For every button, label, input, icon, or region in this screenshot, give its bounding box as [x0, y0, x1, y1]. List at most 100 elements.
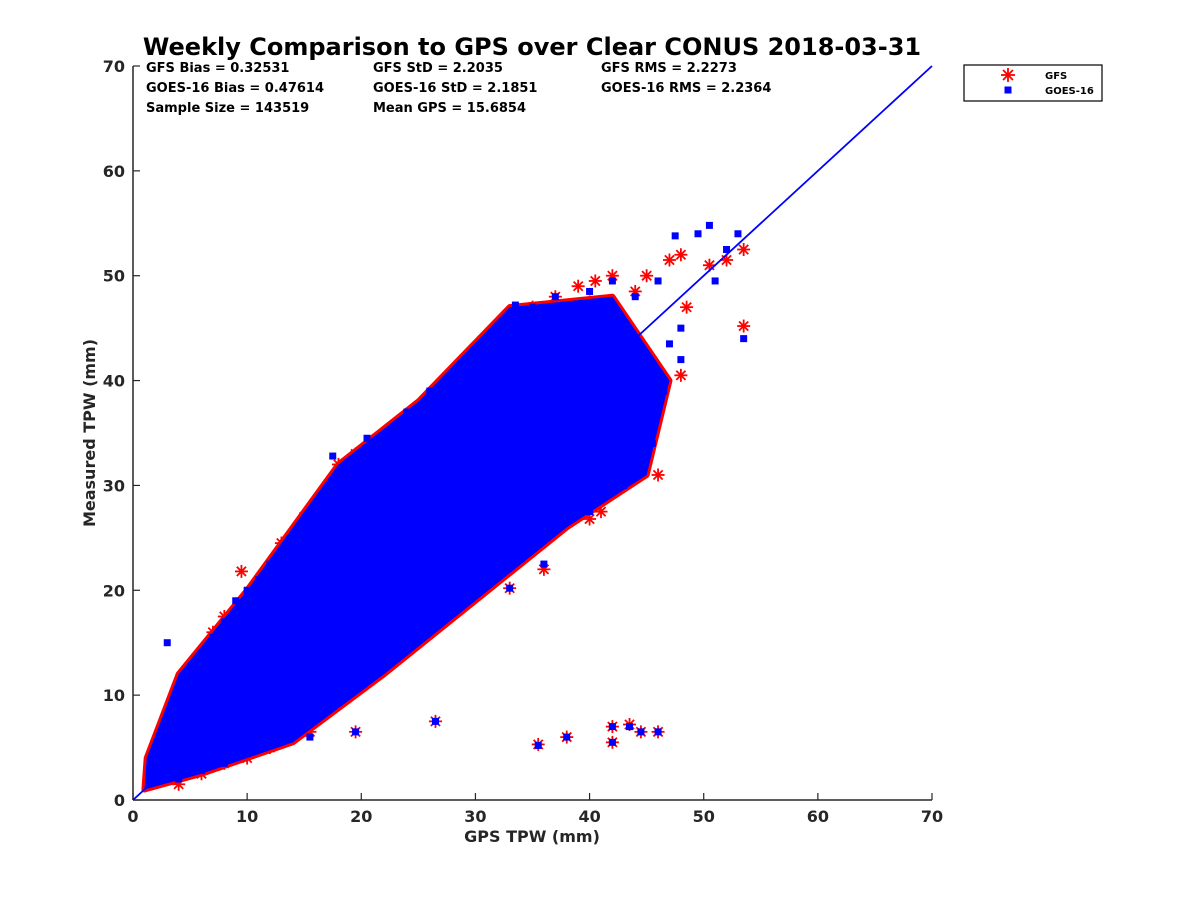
goes16-point [329, 452, 337, 460]
goes16-point [374, 654, 382, 662]
goes16-point [334, 691, 342, 699]
stat-goes16-bias: GOES-16 Bias = 0.47614 [146, 81, 324, 96]
goes16-point [631, 466, 639, 474]
goes16-point [694, 230, 702, 238]
goes16-point [631, 293, 639, 301]
goes16-point [517, 555, 525, 563]
goes16-point [586, 508, 594, 516]
goes16-point [306, 733, 314, 741]
goes16-point [197, 654, 205, 662]
goes16-point [243, 586, 251, 594]
goes16-point [449, 371, 457, 379]
goes16-point [289, 539, 297, 547]
goes16-point [346, 471, 354, 479]
goes16-point [740, 335, 748, 343]
goes16-point [677, 356, 685, 364]
goes16-point [734, 230, 742, 238]
goes16-point [334, 481, 342, 489]
goes16-point [608, 277, 616, 285]
goes16-point [563, 513, 571, 521]
goes16-point [511, 301, 519, 309]
goes16-point [660, 387, 668, 395]
goes16-series [144, 221, 748, 790]
goes16-point [403, 408, 411, 416]
dense-point-region [144, 296, 670, 790]
goes16-point [471, 345, 479, 353]
y-tick-label: 20 [103, 581, 125, 600]
gfs-point [662, 253, 676, 267]
goes16-point [454, 602, 462, 610]
y-tick-label: 30 [103, 476, 125, 495]
legend-square-icon [1004, 86, 1012, 94]
goes16-point [352, 728, 360, 736]
goes16-point [289, 723, 297, 731]
goes16-point [312, 508, 320, 516]
x-tick-label: 60 [807, 807, 829, 826]
goes16-point [705, 221, 713, 229]
goes16-point [426, 387, 434, 395]
stat-gfs-bias: GFS Bias = 0.32531 [146, 61, 289, 76]
goes16-point [529, 303, 536, 311]
goes16-point [489, 340, 497, 348]
goes16-point [146, 775, 154, 783]
goes16-point [620, 481, 628, 489]
goes16-point [158, 738, 166, 746]
goes16-point [494, 571, 502, 579]
goes16-point [209, 633, 217, 641]
goes16-point [380, 439, 388, 447]
goes16-point [243, 749, 251, 757]
goes16-point [471, 586, 479, 594]
gfs-point [588, 274, 602, 288]
stats-block: GFS Bias = 0.32531 GFS StD = 2.2035 GFS … [146, 61, 771, 116]
x-tick-label: 10 [236, 807, 258, 826]
gfs-point [583, 512, 597, 526]
goes16-point [352, 675, 360, 683]
goes16-point [483, 356, 491, 364]
stat-gfs-rms: GFS RMS = 2.2273 [601, 61, 737, 76]
goes16-point [312, 712, 320, 720]
x-axis-ticks: 0 10 20 30 40 50 60 70 [127, 793, 943, 826]
x-tick-label: 30 [464, 807, 486, 826]
goes16-point [363, 434, 371, 442]
goes16-point [437, 613, 445, 620]
gfs-point [651, 468, 665, 482]
goes16-point [300, 529, 308, 537]
goes16-point [277, 550, 285, 558]
goes16-point [397, 644, 405, 652]
goes16-point [186, 665, 194, 673]
goes16-point [175, 775, 183, 783]
gfs-point [571, 279, 585, 293]
goes16-point [723, 246, 731, 253]
legend-gfs-asterisk [1001, 68, 1015, 82]
goes16-point [517, 308, 525, 316]
stat-mean-gps: Mean GPS = 15.6854 [373, 101, 526, 116]
goes16-point [163, 717, 171, 725]
goes16-point [603, 487, 611, 495]
goes16-point [608, 723, 616, 731]
y-tick-label: 40 [103, 372, 125, 391]
gfs-point [594, 505, 608, 519]
y-tick-label: 10 [103, 686, 125, 705]
gfs-point [674, 248, 688, 262]
goes16-point [175, 691, 183, 699]
stat-goes16-rms: GOES-16 RMS = 2.2364 [601, 81, 771, 96]
goes16-point [563, 733, 571, 741]
goes16-point [431, 717, 439, 725]
goes16-point [152, 765, 160, 773]
goes16-point [163, 639, 171, 647]
x-tick-label: 70 [921, 807, 943, 826]
goes16-point [431, 398, 439, 406]
chart-title: Weekly Comparison to GPS over Clear CONU… [143, 33, 921, 61]
y-tick-label: 70 [103, 57, 125, 76]
goes16-point [637, 728, 645, 736]
goes16-point [586, 287, 594, 295]
stat-gfs-std: GFS StD = 2.2035 [373, 61, 503, 76]
gfs-point [737, 319, 751, 333]
y-axis-label: Measured TPW (mm) [80, 339, 99, 527]
y-axis-ticks: 0 10 20 30 40 50 60 70 [103, 57, 140, 810]
goes16-point [437, 387, 445, 395]
goes16-point [626, 723, 634, 731]
gfs-point [640, 269, 654, 283]
goes16-point [637, 424, 645, 432]
goes16-point [534, 741, 542, 749]
